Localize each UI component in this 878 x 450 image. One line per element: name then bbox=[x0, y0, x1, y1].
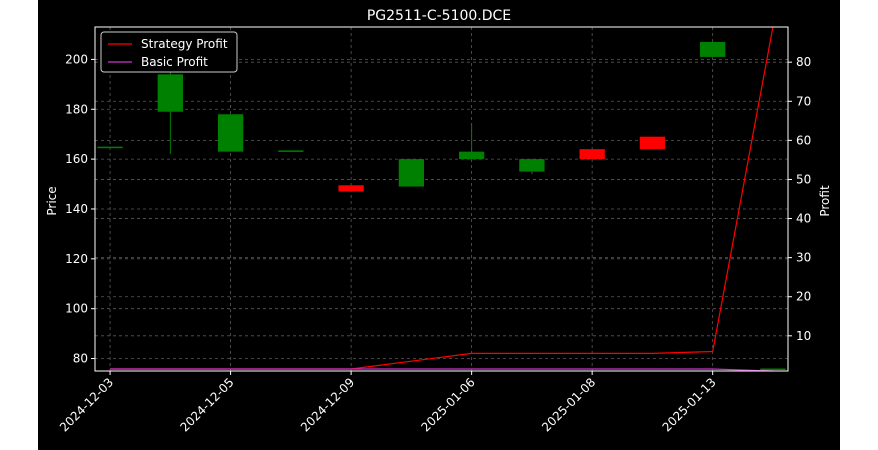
legend-label-strategy: Strategy Profit bbox=[141, 37, 228, 51]
price-axis-label: Price bbox=[45, 186, 59, 215]
candle-body bbox=[338, 185, 364, 192]
plot-frame bbox=[94, 26, 789, 372]
chart-title: PG2511-C-5100.DCE bbox=[367, 8, 511, 24]
profit-tick-label: 80 bbox=[796, 55, 811, 69]
candle-body bbox=[579, 149, 605, 160]
price-tick-label: 160 bbox=[65, 152, 88, 166]
legend-box bbox=[100, 31, 238, 73]
candle-body bbox=[639, 136, 666, 150]
legend: Strategy Profit Basic Profit bbox=[100, 31, 238, 73]
candle-body bbox=[217, 114, 244, 152]
profit-tick-label: 40 bbox=[796, 212, 811, 226]
candle-body bbox=[760, 368, 786, 371]
candle-body bbox=[700, 41, 726, 57]
candles bbox=[97, 41, 786, 371]
candle-body bbox=[97, 146, 123, 149]
price-tick-label: 140 bbox=[65, 202, 88, 216]
price-tick-label: 100 bbox=[65, 302, 88, 316]
profit-axis: 10 20 30 40 50 60 70 80 bbox=[788, 55, 811, 343]
price-tick-label: 180 bbox=[65, 102, 88, 116]
profit-tick-label: 20 bbox=[796, 290, 811, 304]
price-axis: 80 100 120 140 160 180 200 bbox=[65, 52, 95, 366]
profit-lines bbox=[110, 26, 774, 372]
basic-profit-line bbox=[110, 368, 773, 372]
price-tick-label: 80 bbox=[73, 352, 88, 366]
candle-body bbox=[519, 159, 545, 172]
candle-body bbox=[398, 159, 425, 187]
price-tick-label: 120 bbox=[65, 252, 88, 266]
profit-tick-label: 30 bbox=[796, 251, 811, 265]
profit-tick-label: 70 bbox=[796, 94, 811, 108]
profit-tick-label: 50 bbox=[796, 172, 811, 186]
candle-body bbox=[157, 74, 183, 112]
profit-axis-label: Profit bbox=[818, 185, 832, 217]
profit-tick-label: 60 bbox=[796, 133, 811, 147]
candle-body bbox=[278, 150, 304, 152]
candle-body bbox=[458, 151, 485, 160]
profit-tick-label: 10 bbox=[796, 329, 811, 343]
legend-label-basic: Basic Profit bbox=[141, 55, 208, 69]
price-tick-label: 200 bbox=[65, 52, 88, 66]
